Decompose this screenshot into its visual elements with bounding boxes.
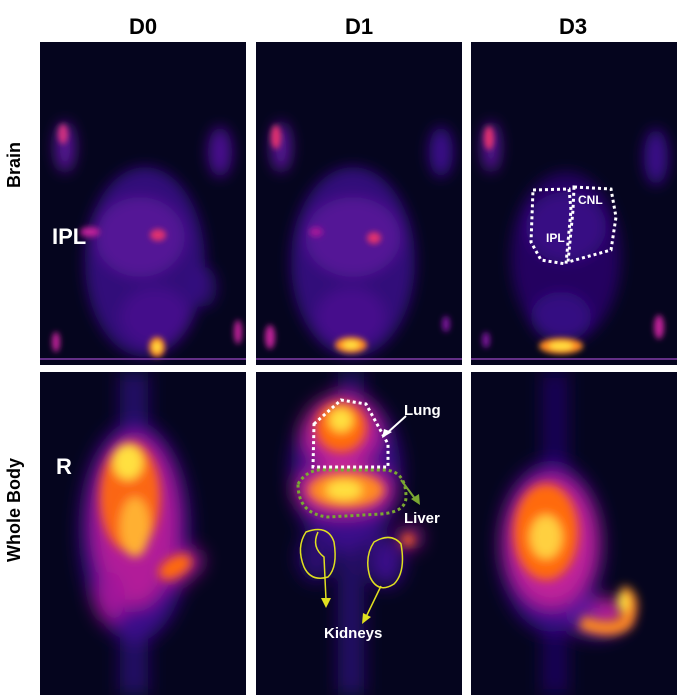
cnl-label: CNL <box>578 193 603 207</box>
kidneys-label: Kidneys <box>324 625 383 642</box>
lung-roi-outline <box>311 398 390 469</box>
whole-body-d1-heatmap <box>256 372 462 695</box>
column-label-d1: D1 <box>344 14 374 39</box>
right-kidney-outline <box>367 536 404 589</box>
whole-body-d3-image <box>471 372 677 695</box>
column-label-d0: D0 <box>128 14 158 39</box>
left-kidney-outline <box>299 528 336 579</box>
lung-label: Lung <box>404 402 441 419</box>
whole-body-d0-heatmap <box>40 372 246 695</box>
r-label: R <box>56 454 72 479</box>
brain-d1-heatmap <box>256 42 462 365</box>
row-label-brain: Brain <box>4 142 24 189</box>
cnl-roi-outline <box>566 185 618 265</box>
ipl-label-small: IPL <box>546 231 565 245</box>
column-label-d3: D3 <box>558 14 588 39</box>
ipl-roi-outline <box>529 187 573 266</box>
liver-label: Liver <box>404 510 440 527</box>
brain-d3-image: CNL IPL <box>471 42 677 365</box>
brain-d0-heatmap <box>40 42 246 365</box>
left-kidney-arrow <box>314 531 327 601</box>
right-kidney-arrow <box>365 585 382 618</box>
whole-body-d3-heatmap <box>471 372 677 695</box>
brain-d0-image: IPL <box>40 42 246 365</box>
ipl-label-large: IPL <box>52 224 87 249</box>
liver-arrow <box>400 479 417 501</box>
brain-d3-heatmap <box>471 42 677 365</box>
liver-roi-outline <box>296 468 408 519</box>
lung-arrow <box>385 415 407 435</box>
brain-d1-image <box>256 42 462 365</box>
whole-body-d0-image: R <box>40 372 246 695</box>
whole-body-d1-image: Lung Liver Kidneys <box>256 372 462 695</box>
row-label-whole-body: Whole Body <box>4 458 24 562</box>
